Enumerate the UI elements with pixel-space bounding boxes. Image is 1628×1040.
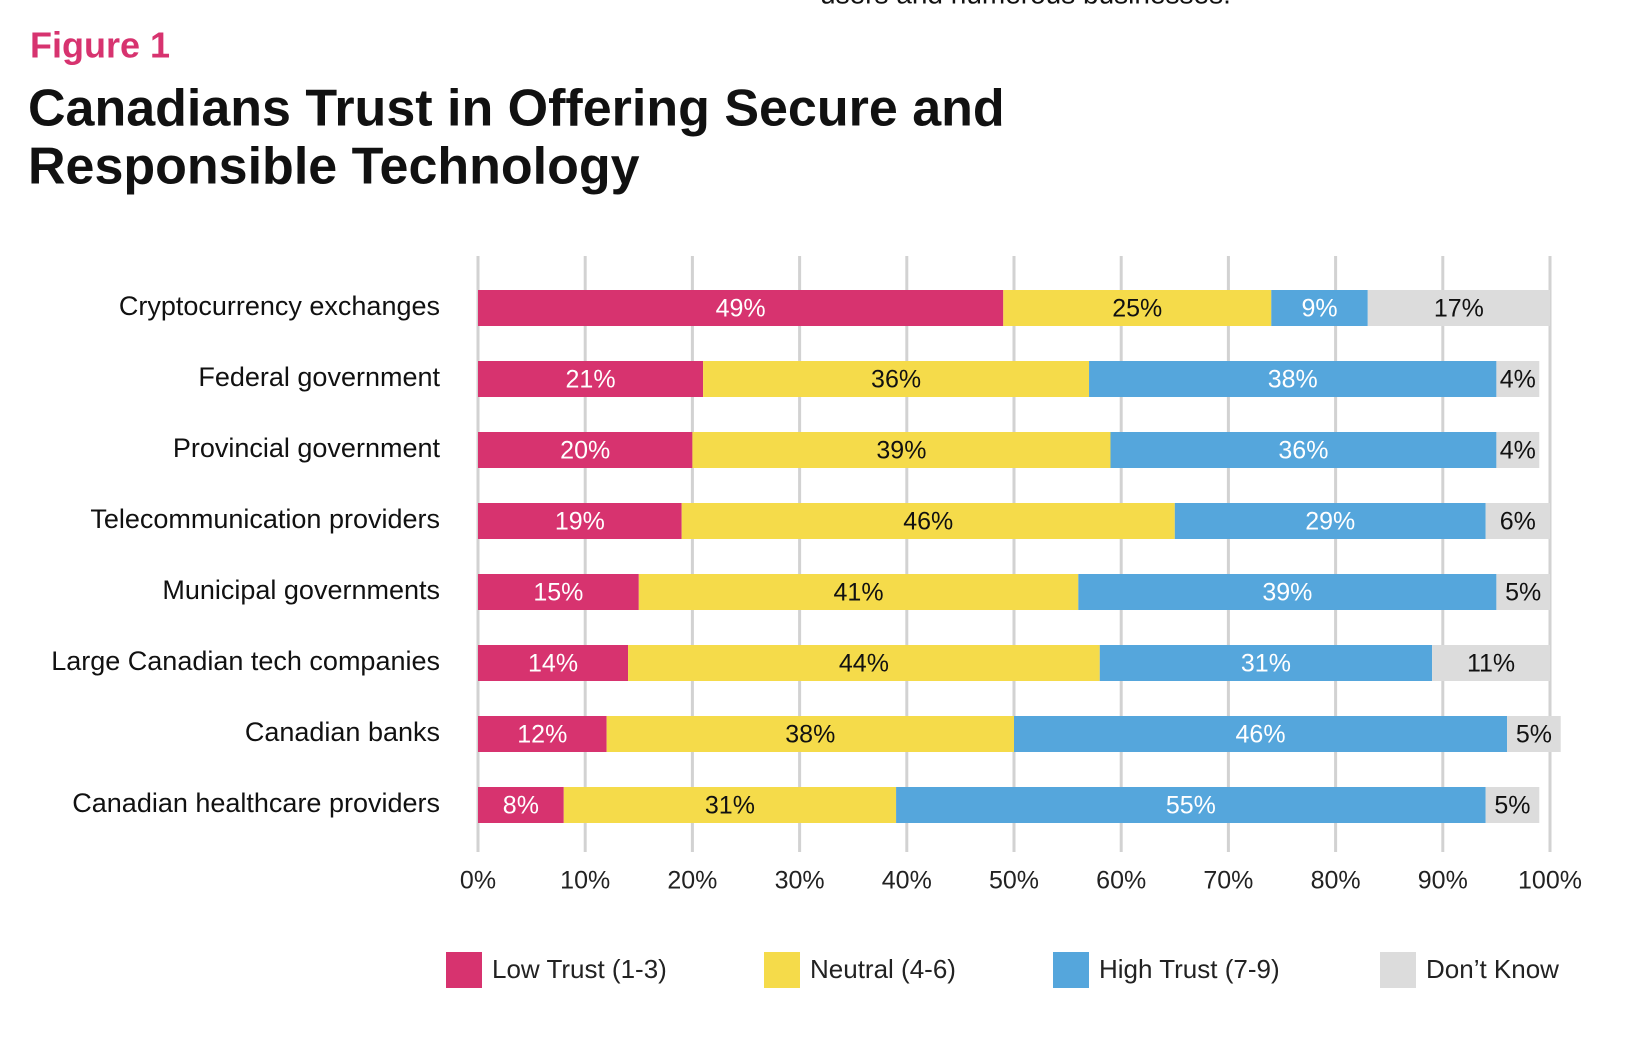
bar-segment bbox=[1003, 290, 1272, 326]
bar-segment bbox=[628, 645, 1100, 681]
value-label: 11% bbox=[1467, 650, 1515, 678]
value-label: 17% bbox=[1434, 295, 1484, 323]
legend-label: Don’t Know bbox=[1426, 954, 1559, 984]
bar-segment bbox=[1367, 290, 1550, 326]
bar-segment bbox=[1496, 432, 1540, 468]
x-tick-label: 0% bbox=[460, 867, 496, 895]
legend-label: High Trust (7-9) bbox=[1099, 954, 1280, 984]
bar-segment bbox=[1099, 645, 1433, 681]
page-fragment: users and numerous businesses. bbox=[820, 0, 1231, 9]
value-label: 49% bbox=[716, 295, 766, 323]
y-tick-label: Federal government bbox=[198, 362, 440, 392]
value-label: 25% bbox=[1112, 295, 1162, 323]
legend-label: Low Trust (1-3) bbox=[492, 954, 667, 984]
bar-segment bbox=[1089, 361, 1497, 397]
value-label: 20% bbox=[560, 437, 610, 465]
value-label: 39% bbox=[1262, 579, 1312, 607]
bar-segment bbox=[478, 503, 682, 539]
y-tick-label: Canadian banks bbox=[245, 717, 440, 747]
bar-segment bbox=[478, 574, 639, 610]
y-tick-label: Canadian healthcare providers bbox=[72, 788, 440, 818]
value-label: 55% bbox=[1166, 792, 1216, 820]
legend-swatch bbox=[1380, 952, 1416, 988]
value-label: 14% bbox=[528, 650, 578, 678]
y-tick-label: Telecommunication providers bbox=[90, 504, 440, 534]
value-label: 8% bbox=[503, 792, 539, 820]
x-tick-label: 70% bbox=[1203, 867, 1253, 895]
value-label: 19% bbox=[555, 508, 605, 536]
bar-segment bbox=[1271, 290, 1368, 326]
bar-segment bbox=[1485, 503, 1550, 539]
value-label: 39% bbox=[876, 437, 926, 465]
x-tick-label: 50% bbox=[989, 867, 1039, 895]
x-tick-label: 10% bbox=[560, 867, 610, 895]
bar-segment bbox=[606, 716, 1014, 752]
chart-title: Canadians Trust in Offering Secure and bbox=[28, 80, 1005, 138]
x-tick-label: 40% bbox=[882, 867, 932, 895]
bar-segment bbox=[1496, 574, 1550, 610]
value-label: 31% bbox=[1241, 650, 1291, 678]
value-label: 38% bbox=[785, 721, 835, 749]
figure-label: Figure 1 bbox=[30, 25, 170, 66]
value-label: 46% bbox=[1236, 721, 1286, 749]
value-label: 6% bbox=[1500, 508, 1536, 536]
legend-swatch bbox=[1053, 952, 1089, 988]
value-label: 12% bbox=[517, 721, 567, 749]
legend-swatch bbox=[764, 952, 800, 988]
bar-segment bbox=[1014, 716, 1508, 752]
x-tick-label: 80% bbox=[1311, 867, 1361, 895]
x-tick-label: 90% bbox=[1418, 867, 1468, 895]
bar-segment bbox=[478, 361, 704, 397]
x-tick-label: 100% bbox=[1518, 867, 1582, 895]
bar-segment bbox=[1078, 574, 1497, 610]
legend-swatch bbox=[446, 952, 482, 988]
bar-segment bbox=[563, 787, 897, 823]
bar-segment bbox=[1110, 432, 1497, 468]
bar-segment bbox=[478, 432, 693, 468]
value-label: 5% bbox=[1516, 721, 1552, 749]
value-label: 41% bbox=[834, 579, 884, 607]
bar-segment bbox=[681, 503, 1175, 539]
value-label: 9% bbox=[1301, 295, 1337, 323]
value-label: 31% bbox=[705, 792, 755, 820]
y-tick-label: Provincial government bbox=[173, 433, 441, 463]
bar-segment bbox=[1485, 787, 1540, 823]
bar-segment bbox=[638, 574, 1079, 610]
value-label: 29% bbox=[1305, 508, 1355, 536]
chart-title: Responsible Technology bbox=[28, 138, 640, 196]
legend-label: Neutral (4-6) bbox=[810, 954, 956, 984]
y-tick-label: Cryptocurrency exchanges bbox=[119, 291, 440, 321]
value-label: 46% bbox=[903, 508, 953, 536]
bar-segment bbox=[896, 787, 1486, 823]
value-label: 44% bbox=[839, 650, 889, 678]
y-tick-label: Large Canadian tech companies bbox=[51, 646, 440, 676]
value-label: 36% bbox=[871, 366, 921, 394]
bar-segment bbox=[703, 361, 1090, 397]
x-tick-label: 30% bbox=[775, 867, 825, 895]
bar-segment bbox=[478, 716, 607, 752]
bar-segment bbox=[1432, 645, 1550, 681]
value-label: 5% bbox=[1505, 579, 1541, 607]
bar-segment bbox=[478, 645, 629, 681]
bar-segment bbox=[478, 787, 564, 823]
value-label: 5% bbox=[1494, 792, 1530, 820]
value-label: 4% bbox=[1500, 437, 1536, 465]
bar-segment bbox=[692, 432, 1111, 468]
y-tick-label: Municipal governments bbox=[162, 575, 440, 605]
value-label: 38% bbox=[1268, 366, 1318, 394]
x-tick-label: 20% bbox=[667, 867, 717, 895]
bar-segment bbox=[1496, 361, 1540, 397]
bar-segment bbox=[1174, 503, 1486, 539]
x-tick-label: 60% bbox=[1096, 867, 1146, 895]
bar-segment bbox=[478, 290, 1004, 326]
bar-segment bbox=[1507, 716, 1561, 752]
value-label: 21% bbox=[566, 366, 616, 394]
value-label: 15% bbox=[533, 579, 583, 607]
value-label: 36% bbox=[1278, 437, 1328, 465]
value-label: 4% bbox=[1500, 366, 1536, 394]
